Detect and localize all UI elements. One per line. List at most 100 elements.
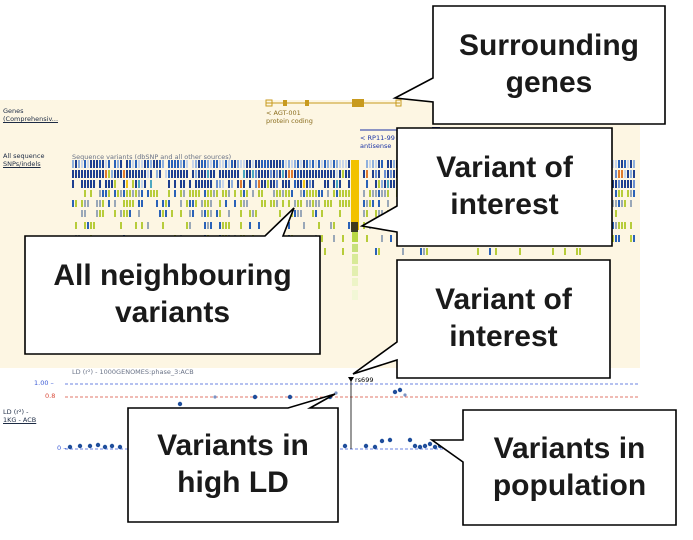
variant-mark[interactable] <box>210 222 212 229</box>
variant-mark[interactable] <box>261 160 263 168</box>
variant-mark[interactable] <box>138 180 140 188</box>
variant-mark[interactable] <box>273 190 275 197</box>
variant-mark[interactable] <box>396 180 398 188</box>
variant-mark[interactable] <box>186 160 188 168</box>
variant-mark[interactable] <box>207 210 209 217</box>
variant-mark[interactable] <box>330 200 332 207</box>
variant-mark[interactable] <box>201 210 203 217</box>
variant-mark[interactable] <box>276 200 278 207</box>
variant-mark[interactable] <box>375 248 377 255</box>
variant-mark[interactable] <box>315 170 317 178</box>
variant-mark[interactable] <box>102 210 104 217</box>
variant-mark[interactable] <box>192 170 194 178</box>
variant-mark[interactable] <box>273 160 275 168</box>
variant-mark[interactable] <box>321 160 323 168</box>
variant-mark[interactable] <box>630 200 632 207</box>
variant-mark[interactable] <box>105 170 107 178</box>
variant-mark[interactable] <box>114 210 116 217</box>
variant-mark[interactable] <box>261 200 263 207</box>
variant-mark[interactable] <box>387 210 389 217</box>
variant-mark[interactable] <box>321 210 323 217</box>
variant-mark[interactable] <box>333 222 335 229</box>
variant-mark[interactable] <box>213 170 215 178</box>
variant-mark[interactable] <box>180 160 182 168</box>
variant-mark[interactable] <box>204 190 206 197</box>
variant-mark[interactable] <box>321 235 323 242</box>
variant-mark[interactable] <box>285 190 287 197</box>
variant-mark[interactable] <box>633 235 635 242</box>
variant-mark[interactable] <box>258 180 260 188</box>
variant-mark[interactable] <box>339 160 341 168</box>
variant-mark[interactable] <box>156 200 158 207</box>
variant-mark[interactable] <box>99 210 101 217</box>
variant-mark[interactable] <box>147 170 149 178</box>
variant-mark[interactable] <box>225 190 227 197</box>
variant-mark[interactable] <box>318 222 320 229</box>
variant-mark[interactable] <box>75 200 77 207</box>
variant-mark[interactable] <box>150 190 152 197</box>
variant-mark[interactable] <box>627 170 629 178</box>
variant-mark[interactable] <box>204 210 206 217</box>
variant-mark[interactable] <box>372 200 374 207</box>
genes-track-label[interactable]: Genes (Comprehensiv... <box>3 107 58 123</box>
variant-mark[interactable] <box>144 180 146 188</box>
variant-mark[interactable] <box>141 200 143 207</box>
variant-mark[interactable] <box>306 180 308 188</box>
variant-mark[interactable] <box>396 190 398 197</box>
variant-mark[interactable] <box>258 170 260 178</box>
variant-mark[interactable] <box>552 248 554 255</box>
variant-mark[interactable] <box>117 160 119 168</box>
variant-mark[interactable] <box>378 222 380 229</box>
variant-mark[interactable] <box>348 222 350 229</box>
variant-mark[interactable] <box>201 180 203 188</box>
variant-mark[interactable] <box>249 222 251 229</box>
variant-mark[interactable] <box>615 160 617 168</box>
variant-mark[interactable] <box>633 170 635 178</box>
variant-mark[interactable] <box>348 180 350 188</box>
variant-mark[interactable] <box>222 170 224 178</box>
variant-mark[interactable] <box>195 170 197 178</box>
variants-track-label[interactable]: All sequence SNPs/indels <box>3 152 44 168</box>
variant-mark[interactable] <box>369 190 371 197</box>
variant-mark[interactable] <box>381 190 383 197</box>
variant-mark[interactable] <box>327 190 329 197</box>
variant-mark[interactable] <box>144 170 146 178</box>
variant-mark[interactable] <box>96 210 98 217</box>
variant-mark[interactable] <box>393 170 395 178</box>
variant-mark[interactable] <box>267 160 269 168</box>
variant-mark[interactable] <box>342 248 344 255</box>
variant-mark[interactable] <box>195 200 197 207</box>
variant-mark[interactable] <box>153 190 155 197</box>
variant-mark[interactable] <box>108 170 110 178</box>
variant-mark[interactable] <box>342 235 344 242</box>
variant-mark[interactable] <box>234 200 236 207</box>
variant-mark[interactable] <box>387 180 389 188</box>
variant-mark[interactable] <box>123 200 125 207</box>
variant-mark[interactable] <box>180 210 182 217</box>
variant-mark[interactable] <box>426 248 428 255</box>
variant-mark[interactable] <box>141 180 143 188</box>
variant-mark[interactable] <box>147 160 149 168</box>
variant-mark[interactable] <box>579 248 581 255</box>
variant-mark[interactable] <box>219 210 221 217</box>
variant-mark[interactable] <box>390 170 392 178</box>
variant-mark[interactable] <box>174 160 176 168</box>
variant-mark[interactable] <box>99 180 101 188</box>
variant-mark[interactable] <box>633 160 635 168</box>
variant-mark[interactable] <box>294 200 296 207</box>
variant-mark[interactable] <box>630 170 632 178</box>
variant-mark[interactable] <box>84 190 86 197</box>
variant-mark[interactable] <box>630 190 632 197</box>
variant-mark[interactable] <box>375 210 377 217</box>
variant-mark[interactable] <box>393 160 395 168</box>
variant-mark[interactable] <box>84 170 86 178</box>
variant-mark[interactable] <box>612 180 614 188</box>
variant-mark[interactable] <box>201 160 203 168</box>
variant-mark[interactable] <box>174 190 176 197</box>
variant-mark[interactable] <box>129 210 131 217</box>
variant-mark[interactable] <box>309 200 311 207</box>
variant-mark[interactable] <box>210 180 212 188</box>
variant-mark[interactable] <box>324 160 326 168</box>
variant-mark[interactable] <box>219 222 221 229</box>
variant-mark[interactable] <box>135 160 137 168</box>
